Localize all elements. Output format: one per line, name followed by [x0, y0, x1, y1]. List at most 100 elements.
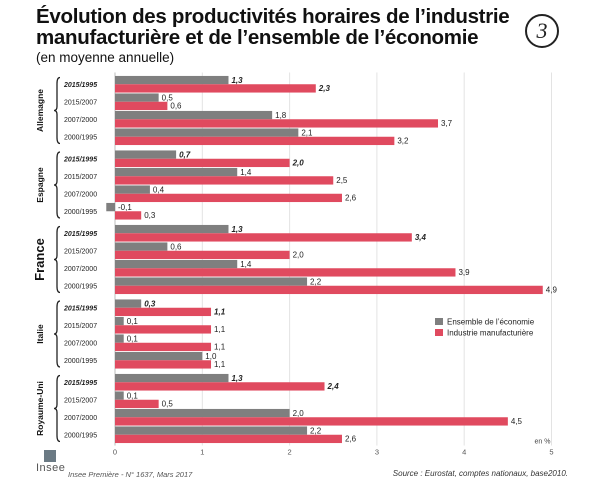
x-tick-label: 4: [462, 448, 466, 457]
bar-industrie-value: 2,4: [327, 382, 340, 391]
bar-ensemble: [115, 316, 124, 326]
bar-ensemble-value: 2,1: [301, 128, 313, 137]
period-label: 2000/1995: [64, 283, 97, 290]
legend-label-ensemble: Ensemble de l’économie: [447, 318, 535, 327]
bar-industrie: [115, 250, 290, 260]
legend-swatch-industrie: [435, 329, 443, 336]
period-label: 2000/1995: [64, 134, 97, 141]
bar-industrie-value: 1,1: [214, 325, 226, 334]
bar-industrie-value: 3,2: [397, 137, 409, 146]
country-group: 2015/1995 0,7 2,0 2015/2007 1,4 2,5 2007/2000 0…: [35, 150, 357, 220]
bar-industrie: [115, 211, 142, 220]
country-group: 2015/1995 1,3 2,4 2015/2007 0,1 0,5 2007/2000 2…: [35, 374, 523, 444]
bar-industrie-value: 3,9: [458, 268, 470, 277]
bar-industrie: [115, 417, 508, 426]
bar-industrie: [115, 136, 395, 146]
period-label: 2007/2000: [64, 266, 97, 273]
country-label: Royaume-Uni: [35, 381, 45, 436]
source-note: Source : Eurostat, comptes nationaux, ba…: [392, 469, 568, 478]
period-label: 2015/1995: [63, 82, 97, 89]
bar-industrie-value: 2,3: [318, 84, 331, 93]
bar-industrie-value: 0,6: [170, 102, 182, 111]
bar-industrie-value: 2,0: [293, 251, 305, 260]
bar-industrie: [115, 382, 325, 391]
bar-ensemble-value: 0,4: [153, 185, 165, 194]
bar-industrie: [115, 434, 342, 444]
x-tick-label: 0: [113, 448, 117, 457]
period-label: 2000/1995: [64, 358, 97, 365]
x-tick-label: 1: [200, 448, 204, 457]
period-label: 2015/2007: [64, 99, 97, 106]
legend-swatch-ensemble: [435, 318, 443, 325]
bar-ensemble: [115, 150, 177, 159]
period-label: 2015/1995: [63, 231, 97, 238]
country-group: 2015/1995 1,3 2,3 2015/2007 0,50,6 2007/2000 1…: [35, 76, 453, 146]
bar-ensemble-value: 2,0: [293, 409, 305, 418]
country-group: 2015/1995 1,3 3,4 2015/2007 0,6 2,0 2007/2000 1…: [32, 225, 557, 295]
insee-logo-text: Insee: [36, 462, 66, 474]
bar-industrie: [115, 360, 212, 369]
period-label: 2015/1995: [63, 305, 97, 312]
country-label: Italie: [35, 324, 45, 344]
bar-industrie-value: 0,5: [162, 400, 174, 409]
bar-ensemble-value: 2,2: [310, 426, 322, 435]
bar-ensemble: [115, 334, 124, 343]
bar-industrie: [115, 325, 212, 334]
bar-ensemble-value: 2,2: [310, 277, 322, 286]
bar-industrie-value: 3,4: [415, 233, 427, 242]
unit-label: en %: [535, 439, 551, 446]
bar-ensemble-value: 1,8: [275, 111, 287, 120]
bar-industrie-value: 4,5: [511, 417, 523, 426]
period-label: 2015/2007: [64, 397, 97, 404]
bar-ensemble-value: 1,3: [231, 374, 243, 383]
legend: Ensemble de l’économie Industrie manufact…: [435, 318, 535, 338]
bar-ensemble: [115, 299, 142, 308]
x-tick-label: 2: [288, 448, 292, 457]
bar-industrie: [115, 285, 543, 295]
bar-ensemble: [115, 185, 150, 194]
bar-industrie: [115, 119, 439, 128]
bar-industrie-value: 1,1: [214, 308, 226, 317]
bar-industrie-value: 3,7: [441, 119, 453, 128]
bar-industrie-value: 1,1: [214, 343, 226, 352]
bar-ensemble: [115, 75, 229, 85]
bar-ensemble-value: 1,3: [231, 225, 243, 234]
bar-ensemble-value: 1,0: [205, 352, 217, 361]
period-label: 2015/1995: [63, 156, 97, 163]
bar-ensemble-value: 0,1: [127, 391, 139, 400]
bar-ensemble: [115, 93, 159, 102]
country-group: 2015/1995 0,3 1,1 2015/2007 0,1 1,1 2007/2000 0…: [35, 299, 226, 369]
bar-ensemble: [115, 110, 273, 120]
period-label: 2000/1995: [64, 432, 97, 439]
period-label: 2015/1995: [63, 380, 97, 387]
legend-label-industrie: Industrie manufacturière: [447, 329, 534, 338]
bar-ensemble-value: 0,7: [179, 150, 191, 159]
group-brace: [53, 300, 61, 368]
bar-industrie: [115, 176, 334, 185]
period-label: 2007/2000: [64, 340, 97, 347]
group-brace: [53, 151, 61, 219]
bar-ensemble: [115, 167, 238, 177]
bar-ensemble-value: 0,5: [162, 93, 174, 102]
x-tick-label: 5: [549, 448, 553, 457]
bar-industrie-value: 2,5: [336, 176, 348, 185]
publication-reference: Insee Première - N° 1637, Mars 2017: [68, 470, 193, 479]
bar-industrie-value: 2,6: [345, 435, 357, 444]
bar-industrie: [115, 84, 316, 93]
country-label: Espagne: [35, 167, 45, 203]
bar-ensemble-value: 0,6: [170, 242, 182, 251]
bar-ensemble-value: 1,4: [240, 168, 252, 177]
bar-ensemble: [115, 351, 203, 361]
bar-industrie-value: 0,3: [144, 211, 156, 220]
insee-logo: Insee: [36, 450, 66, 474]
bar-industrie: [115, 193, 342, 203]
bar-industrie: [115, 158, 290, 168]
figure-number-badge: 3: [525, 14, 559, 48]
bar-ensemble-value: 0,1: [127, 317, 139, 326]
period-label: 2007/2000: [64, 415, 97, 422]
bar-ensemble: [115, 426, 308, 435]
bar-ensemble-value: 1,3: [231, 76, 243, 85]
x-tick-label: 3: [375, 448, 379, 457]
bar-industrie-value: 4,9: [546, 286, 558, 295]
